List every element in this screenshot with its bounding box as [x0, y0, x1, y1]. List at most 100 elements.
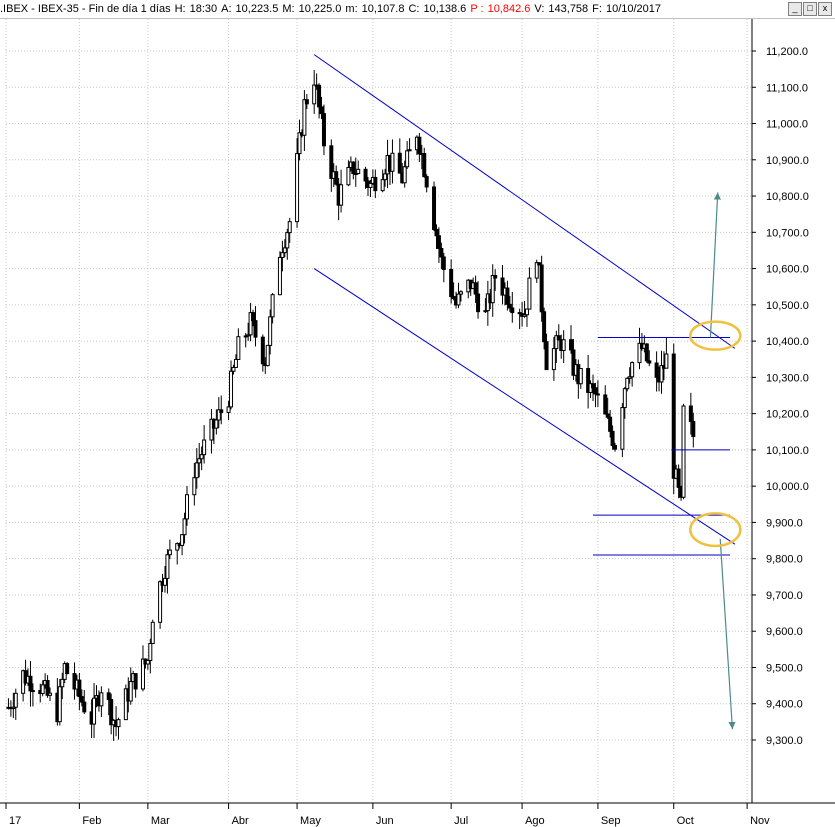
candle-body — [321, 113, 326, 147]
candle-body — [57, 686, 62, 723]
candle-body — [82, 701, 87, 713]
candle-body — [449, 268, 454, 298]
close-button[interactable]: x — [818, 2, 832, 16]
candle-body — [231, 366, 236, 372]
candle-body — [676, 468, 681, 488]
candle-body — [202, 439, 207, 456]
f-value: 10/10/2017 — [605, 3, 662, 15]
x-month-label: Mar — [151, 815, 170, 827]
x-month-label: Jun — [376, 815, 394, 827]
v-label: V: — [534, 3, 545, 15]
candle-body — [216, 409, 221, 421]
candle-body — [60, 678, 65, 688]
candle-body — [578, 368, 583, 385]
candle-body — [182, 518, 187, 536]
candle-body — [30, 690, 35, 693]
candle-body — [620, 407, 625, 450]
minimize-button[interactable]: _ — [788, 2, 802, 16]
candle-body — [40, 684, 45, 694]
candle-body — [197, 458, 202, 464]
f-label: F: — [592, 3, 602, 15]
candle-body — [505, 287, 510, 305]
candle-body — [334, 171, 339, 185]
candle-body — [214, 419, 219, 429]
y-tick-label: 10,600.0 — [766, 264, 809, 276]
candle-body — [123, 688, 128, 721]
candle-body — [243, 335, 248, 338]
candle-body — [451, 296, 456, 300]
y-tick-label: 9,700.0 — [766, 590, 803, 602]
y-tick-label: 10,000.0 — [766, 481, 809, 493]
y-tick-label: 10,500.0 — [766, 300, 809, 312]
candle-body — [434, 228, 439, 237]
candle-body — [436, 235, 441, 249]
candle-body — [659, 365, 664, 383]
candle-body — [647, 360, 652, 364]
candle-body — [265, 344, 270, 367]
candle-body — [106, 692, 111, 701]
candle-body — [28, 675, 33, 692]
candle-body — [165, 554, 170, 579]
projection-arrow — [709, 192, 721, 338]
candle-body — [285, 232, 290, 249]
candle-body — [319, 106, 324, 115]
candle-body — [439, 247, 444, 258]
candle-body — [591, 383, 596, 389]
candle-body — [517, 312, 522, 315]
candle-body — [507, 303, 512, 309]
candle-body — [556, 335, 561, 341]
x-month-label: Sep — [601, 815, 621, 827]
h-value: 18:30 — [189, 3, 218, 15]
candle-body — [175, 543, 180, 551]
candle-body — [554, 335, 559, 350]
maximize-button[interactable]: □ — [803, 2, 817, 16]
candle-body — [99, 692, 104, 707]
mlow-label: m: — [345, 3, 358, 15]
candle-body — [184, 494, 189, 520]
y-tick-label: 9,300.0 — [766, 735, 803, 747]
candle-body — [622, 388, 627, 409]
symbol-label: .IBEX - IBEX-35 - Fin de día 1 días — [0, 3, 171, 15]
candle-body — [476, 293, 481, 313]
candle-body — [116, 719, 121, 728]
candle-body — [199, 454, 204, 460]
candle-body — [671, 353, 676, 479]
candle-body — [356, 168, 361, 175]
candle-body — [128, 681, 133, 702]
chart-title-bar: .IBEX - IBEX-35 - Fin de día 1 días H: 18:… — [0, 0, 835, 19]
candle-body — [167, 549, 172, 556]
candle-body — [544, 341, 549, 371]
candle-body — [280, 252, 285, 258]
candle-body — [79, 696, 84, 703]
candle-body — [627, 376, 632, 379]
candle-body — [133, 673, 138, 690]
x-month-label: Feb — [82, 815, 101, 827]
candle-body — [539, 264, 544, 313]
highlight-circle — [689, 320, 742, 351]
candle-body — [194, 462, 199, 479]
c-value: 10,138.6 — [423, 3, 467, 15]
candle-body — [441, 256, 446, 270]
candle-body — [282, 247, 287, 254]
y-tick-label: 10,100.0 — [766, 445, 809, 457]
candle-body — [605, 413, 610, 418]
candle-body — [226, 406, 231, 413]
x-month-label: Jul — [454, 815, 468, 827]
candle-body — [304, 99, 309, 105]
channel-upper-line — [313, 54, 736, 349]
candle-body — [625, 377, 630, 390]
y-tick-label: 9,500.0 — [766, 662, 803, 674]
candle-body — [287, 221, 292, 234]
y-tick-label: 10,700.0 — [766, 227, 809, 239]
candle-body — [473, 282, 478, 295]
candle-body — [630, 362, 635, 378]
candle-body — [302, 99, 307, 136]
y-tick-label: 9,600.0 — [766, 626, 803, 638]
candle-body — [483, 310, 488, 313]
candle-body — [603, 394, 608, 415]
candle-body — [402, 166, 407, 184]
candle-body — [297, 132, 302, 155]
candle-body — [422, 153, 427, 178]
x-month-label: Ago — [525, 815, 545, 827]
candle-body — [407, 149, 412, 152]
